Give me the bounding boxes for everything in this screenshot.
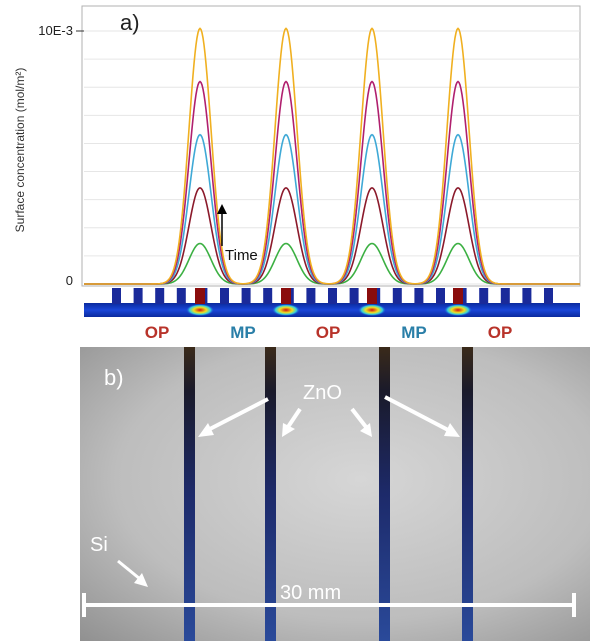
zno-stripe-4 — [462, 347, 473, 641]
electrode-tooth — [306, 288, 316, 304]
electrode-tooth — [522, 288, 532, 304]
zno-label: ZnO — [303, 382, 342, 404]
y-tick-zero: 0 — [66, 273, 73, 288]
electrode-tooth — [328, 288, 337, 304]
scale-bar-label: 30 mm — [280, 582, 341, 604]
electrode-tooth — [176, 288, 186, 304]
active-electrode — [195, 288, 205, 304]
electrode-tooth — [349, 288, 359, 304]
zno-arrows — [198, 395, 460, 437]
electrode-label-4: MP — [401, 323, 427, 342]
electrode-teeth — [112, 288, 553, 304]
si-arrow — [117, 559, 148, 587]
electrode-strip — [84, 288, 580, 317]
series-line-5 — [84, 27, 580, 285]
electrode-labels: OP MP OP MP OP — [145, 323, 513, 342]
panel-a-label: a) — [120, 10, 140, 35]
active-electrode — [453, 288, 463, 304]
time-arrow-head — [217, 204, 227, 214]
field-hotspots — [186, 304, 472, 316]
panel-b-photo: b) ZnO Si 30 mm — [80, 347, 590, 641]
electrode-tooth — [263, 288, 273, 304]
electrode-tooth — [241, 288, 251, 304]
electrode-tooth — [544, 288, 553, 304]
electrode-tooth — [133, 288, 143, 304]
field-hotspot — [272, 304, 300, 316]
panel-b-label: b) — [104, 365, 124, 390]
zno-stripe-1 — [184, 347, 195, 641]
electrode-label-2: MP — [230, 323, 256, 342]
electrode-tooth — [414, 288, 424, 304]
electrode-label-3: OP — [316, 323, 341, 342]
concentration-curves — [84, 27, 580, 285]
y-axis-label: Surface concentration (mol/m²) — [13, 68, 27, 233]
zno-stripe-3 — [379, 347, 390, 641]
panel-a-chart: 10E-3 0 Surface concentration (mol/m²) a… — [13, 5, 581, 342]
electrode-tooth — [436, 288, 445, 304]
zno-stripe-2 — [265, 347, 276, 641]
field-hotspot — [444, 304, 472, 316]
time-label: Time — [225, 247, 258, 264]
electrode-tooth — [155, 288, 165, 304]
electrode-tooth — [220, 288, 229, 304]
field-hotspot — [358, 304, 386, 316]
electrode-tooth — [500, 288, 510, 304]
y-tick-top: 10E-3 — [38, 23, 73, 38]
si-label: Si — [90, 534, 108, 556]
active-electrode — [367, 288, 377, 304]
electrode-tooth — [392, 288, 402, 304]
electrode-tooth — [479, 288, 489, 304]
scale-bar — [82, 593, 576, 617]
plot-area — [81, 5, 581, 287]
electrode-label-5: OP — [488, 323, 513, 342]
field-hotspot — [186, 304, 214, 316]
electrode-tooth — [112, 288, 121, 304]
active-electrode — [281, 288, 291, 304]
electrode-label-1: OP — [145, 323, 170, 342]
